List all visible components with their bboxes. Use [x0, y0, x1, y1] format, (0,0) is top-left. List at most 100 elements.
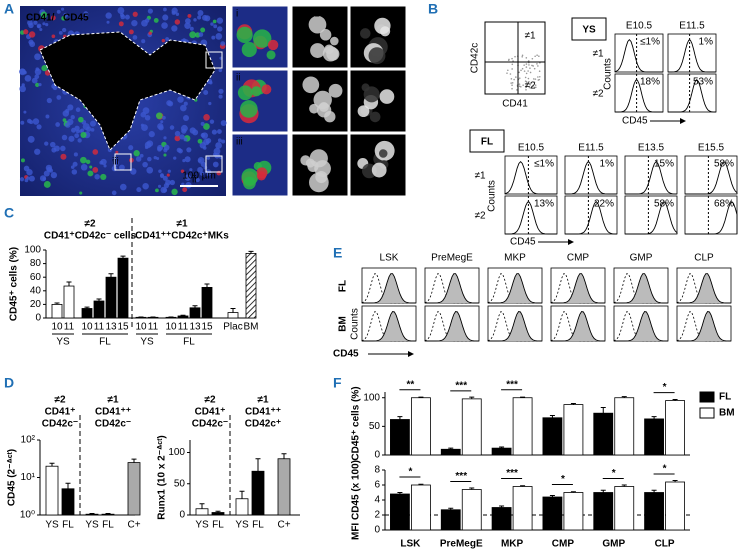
cell: [33, 20, 38, 25]
cell: [183, 137, 188, 142]
cell: [35, 67, 40, 72]
error-bar: [204, 283, 210, 288]
percent-label: 58%: [654, 199, 674, 210]
histogram-curve: [551, 273, 605, 304]
cell: [328, 83, 343, 98]
dot: [535, 86, 537, 89]
cell: [147, 8, 153, 14]
cell: [80, 163, 88, 171]
cell: [39, 175, 47, 182]
dot: [529, 71, 532, 74]
cell: [310, 43, 326, 58]
cell: [175, 12, 180, 16]
error-bar: [281, 453, 287, 459]
gate-label: ≠2: [524, 81, 535, 92]
error-bar: [397, 416, 403, 420]
category-label: 13: [105, 322, 117, 333]
dot: [536, 63, 538, 65]
cell: [106, 20, 110, 24]
section-label: ≠2: [204, 395, 215, 406]
cell: [71, 169, 78, 175]
y-tick-label: 0: [179, 510, 185, 521]
bar: [195, 508, 209, 516]
significance: ***: [455, 381, 467, 392]
significance: *: [561, 474, 565, 485]
cell: [203, 113, 210, 121]
cell: [128, 29, 134, 35]
category-label: 11: [148, 322, 159, 333]
percent-label: 58%: [714, 159, 734, 170]
histogram-frame: [614, 33, 664, 73]
category-label: CLP: [655, 539, 675, 550]
cell: [141, 19, 148, 27]
vessel-label: V: [182, 59, 189, 70]
cell: [74, 133, 80, 139]
cell: [148, 131, 155, 138]
cell: [61, 27, 67, 33]
cell: [192, 129, 199, 136]
percent-label: 53%: [693, 77, 713, 88]
cell: [199, 171, 205, 176]
cell: [241, 42, 257, 58]
axis-label: CD45: [510, 237, 536, 248]
cell: [155, 188, 159, 193]
population-label: CMP: [567, 253, 590, 264]
y-tick-label: 10⁰: [20, 510, 35, 521]
cell: [174, 19, 181, 25]
cell: [198, 32, 204, 37]
cell: [179, 134, 185, 140]
dot: [525, 84, 528, 86]
cell: [153, 18, 159, 23]
error-bar: [651, 416, 657, 419]
cell: [147, 156, 152, 162]
cell: [184, 156, 191, 163]
category-label: BM: [244, 322, 259, 333]
error-bar: [469, 396, 475, 399]
category-label: 15: [117, 322, 129, 333]
cell: [197, 138, 203, 144]
stage-label: E15.5: [698, 143, 725, 154]
cell: [197, 166, 203, 173]
cell: [90, 120, 96, 127]
error-bar: [549, 414, 555, 418]
y-tick-label: 0: [35, 313, 41, 324]
bar: [614, 486, 635, 531]
category-label: GMP: [602, 539, 625, 550]
cell: [78, 116, 84, 123]
cell: [363, 86, 380, 103]
axis-label: CD45⁺ cells (%): [351, 386, 362, 460]
error-bar: [131, 458, 137, 463]
cell: [200, 132, 206, 138]
dot: [537, 65, 539, 67]
histogram-curve: [425, 310, 479, 342]
dot: [511, 57, 513, 60]
cell: [236, 26, 253, 43]
axis-label: Runx1 (10 x 2⁻ᐞᶜᵗ): [157, 435, 168, 519]
cell: [118, 21, 124, 27]
bar: [45, 465, 59, 516]
error-bar: [469, 487, 475, 490]
histogram-curve: [488, 273, 542, 304]
cell: [45, 114, 50, 119]
histogram-curve: [668, 79, 716, 113]
cell: [200, 121, 205, 126]
dot: [520, 69, 522, 72]
axis-label: Counts: [487, 180, 498, 212]
cell: [165, 37, 170, 41]
cell: [23, 29, 29, 35]
histogram-frame: [624, 195, 678, 235]
population-label: PreMegE: [431, 253, 473, 264]
y-tick-label: 2: [374, 510, 380, 521]
error-bar: [84, 306, 90, 309]
cell: [163, 7, 167, 12]
dot: [528, 86, 531, 89]
cell: [23, 110, 27, 114]
cell: [163, 153, 167, 157]
panel-label: E: [333, 245, 342, 261]
dot: [538, 55, 540, 58]
cell: [195, 177, 200, 183]
y-tick-label: 60: [30, 272, 42, 283]
error-bar: [520, 396, 526, 398]
category-label: 11: [64, 322, 75, 333]
cell: [368, 47, 386, 65]
